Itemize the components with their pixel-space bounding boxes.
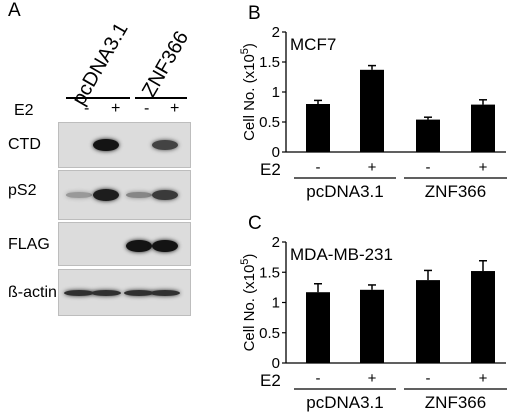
treatment-sign: + <box>368 370 377 387</box>
blot-band <box>93 138 119 152</box>
group-label: ZNF366 <box>425 182 486 201</box>
blot-band <box>152 140 178 150</box>
y-tick-label: 0.5 <box>259 325 280 342</box>
panel-letter: B <box>248 3 261 24</box>
y-tick-label: 1 <box>272 84 280 101</box>
chart-mcf7: B 0 0.5 1 1.5 2 Cell No. (x105) MCF7 - + - + E2 pcDNA… <box>239 3 507 201</box>
blot-actin <box>58 269 191 316</box>
blot-sign-2: + <box>111 100 121 117</box>
bar <box>471 271 495 363</box>
bar <box>471 104 495 152</box>
y-tick-label: 1 <box>272 295 280 312</box>
bar <box>416 280 440 363</box>
treatment-sign: - <box>426 370 431 387</box>
blot-ps2 <box>58 170 191 220</box>
treatment-sign: - <box>316 370 321 387</box>
y-tick-label: 0 <box>272 144 280 161</box>
blot-band <box>152 239 178 253</box>
bar <box>360 69 384 152</box>
group-label: ZNF366 <box>425 393 486 412</box>
blot-band <box>66 192 92 198</box>
lane-underline-pcdna <box>66 97 130 99</box>
y-axis-label: Cell No. (x105) <box>239 43 258 141</box>
y-tick-label: 2 <box>272 24 280 41</box>
blot-band <box>150 289 180 296</box>
blot-ctd <box>58 122 191 168</box>
blot-band <box>64 289 94 296</box>
blot-band <box>126 239 152 253</box>
blot-band <box>91 289 121 296</box>
chart-mda-mb-231: C 0 0.5 1 1.5 2 Cell No. (x105) MDA-MB-231 - + - + E… <box>239 213 507 412</box>
bar <box>416 119 440 152</box>
blot-band <box>126 191 152 199</box>
lane-underline-znf366 <box>135 97 187 99</box>
blot-band <box>152 189 178 201</box>
panel-a-letter: A <box>8 0 21 21</box>
blot-e2-label: E2 <box>14 102 34 119</box>
blot-label-ctd: CTD <box>8 136 41 153</box>
y-tick-label: 0.5 <box>259 114 280 131</box>
treatment-sign: + <box>479 159 488 176</box>
treatment-label: E2 <box>260 371 281 390</box>
treatment-sign: - <box>316 159 321 176</box>
blot-label-ps2: pS2 <box>8 182 37 199</box>
blot-flag <box>58 222 191 266</box>
bar <box>306 292 330 363</box>
treatment-label: E2 <box>260 160 281 179</box>
y-tick-label: 1.5 <box>259 54 280 71</box>
blot-band <box>93 189 119 201</box>
bar <box>306 104 330 152</box>
group-label: pcDNA3.1 <box>306 393 383 412</box>
group-label: pcDNA3.1 <box>306 182 383 201</box>
panel-letter: C <box>248 213 262 234</box>
blot-label-actin: ß-actin <box>8 284 57 301</box>
blot-sign-4: + <box>170 100 180 117</box>
y-tick-label: 0 <box>272 355 280 372</box>
treatment-sign: - <box>426 159 431 176</box>
treatment-sign: + <box>368 159 377 176</box>
chart-title: MDA-MB-231 <box>290 245 393 264</box>
y-tick-label: 2 <box>272 234 280 251</box>
bar <box>360 289 384 363</box>
blot-label-flag: FLAG <box>8 236 50 253</box>
y-axis-label: Cell No. (x105) <box>239 254 258 352</box>
blot-band <box>124 289 154 296</box>
blot-sign-1: - <box>84 100 90 117</box>
y-tick-label: 1.5 <box>259 264 280 281</box>
treatment-sign: + <box>479 370 488 387</box>
chart-title: MCF7 <box>290 35 336 54</box>
blot-sign-3: - <box>144 100 150 117</box>
